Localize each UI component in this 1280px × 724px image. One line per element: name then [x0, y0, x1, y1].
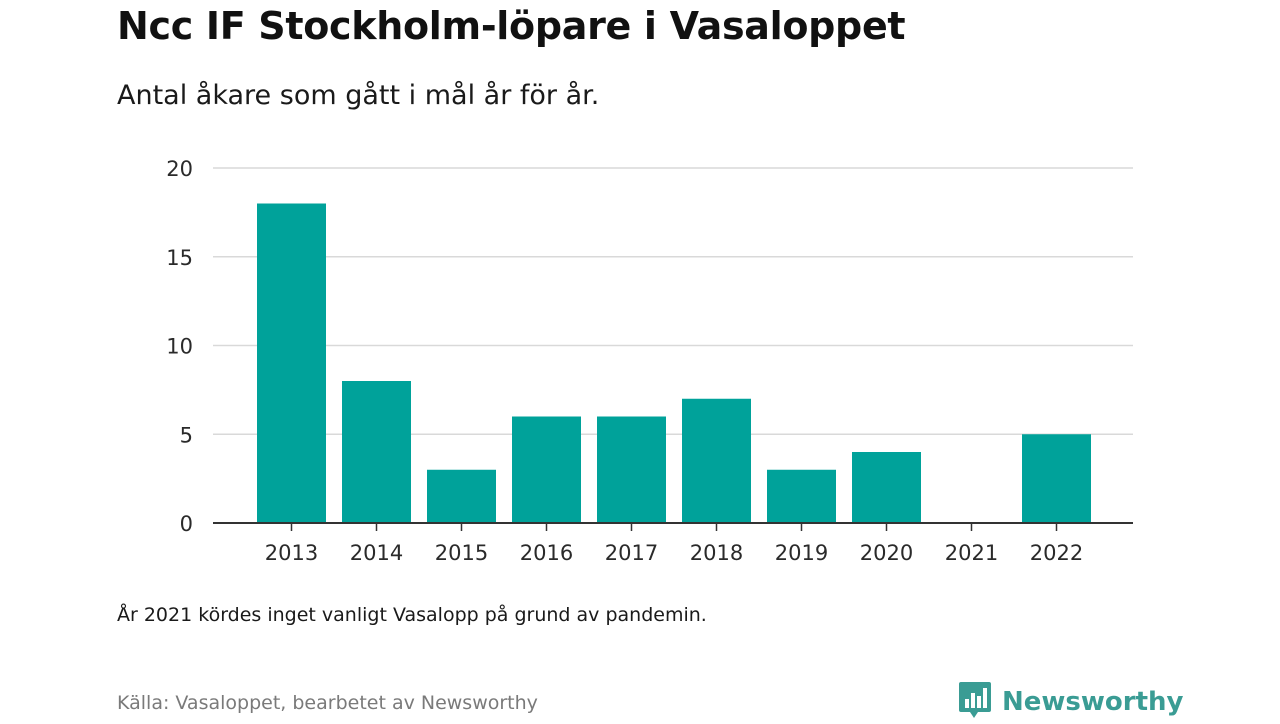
bar: [512, 416, 581, 523]
x-tick-label: 2017: [605, 541, 658, 565]
bar: [257, 203, 326, 523]
x-tick-label: 2019: [775, 541, 828, 565]
x-tick-label: 2016: [520, 541, 573, 565]
x-tick-label: 2021: [945, 541, 998, 565]
brand-name: Newsworthy: [1002, 687, 1184, 717]
newsworthy-logo-icon: [958, 680, 992, 724]
brand-logo: Newsworthy: [958, 680, 1183, 724]
x-tick-label: 2014: [350, 541, 403, 565]
bar: [767, 469, 836, 523]
x-tick-label: 2018: [690, 541, 743, 565]
y-tick-label: 15: [166, 246, 193, 270]
y-tick-label: 10: [166, 335, 193, 359]
bar: [342, 381, 411, 523]
y-tick-label: 20: [166, 157, 193, 181]
x-tick-label: 2013: [265, 541, 318, 565]
x-tick-label: 2015: [435, 541, 488, 565]
x-tick-label: 2022: [1030, 541, 1083, 565]
chart-note: År 2021 kördes inget vanligt Vasalopp på…: [117, 604, 707, 626]
chart-subtitle: Antal åkare som gått i mål år för år.: [117, 80, 600, 111]
bar: [852, 452, 921, 523]
bar: [1022, 434, 1091, 523]
chart-title: Ncc IF Stockholm-löpare i Vasaloppet: [117, 4, 906, 48]
bar: [682, 398, 751, 523]
bar: [427, 469, 496, 523]
source-credit: Källa: Vasaloppet, bearbetet av Newswort…: [117, 692, 538, 714]
x-tick-label: 2020: [860, 541, 913, 565]
y-tick-label: 5: [180, 423, 193, 447]
bar: [597, 416, 666, 523]
bar-chart: 0 5 10 15 20 2013 2014 2015 2016 2017 2018 2019 2020…: [166, 157, 1133, 565]
y-tick-label: 0: [180, 512, 193, 536]
